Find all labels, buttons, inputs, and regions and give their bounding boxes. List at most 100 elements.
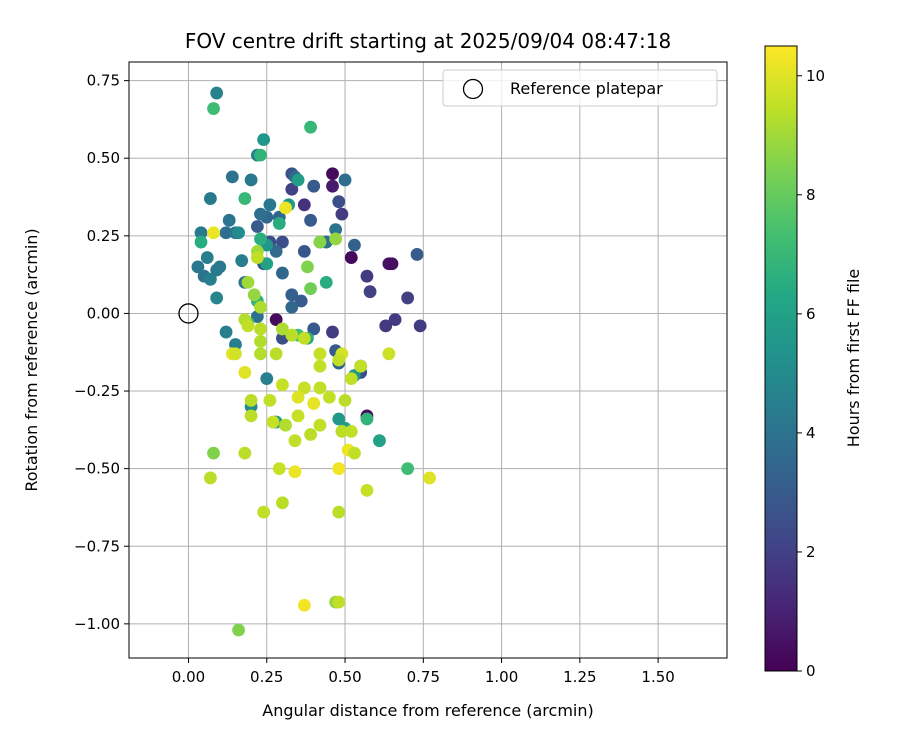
x-tick-label: 1.50 — [641, 668, 674, 686]
data-point — [191, 260, 205, 274]
data-point — [379, 319, 393, 333]
data-point — [344, 251, 358, 264]
x-tick-label: 0.75 — [407, 668, 440, 686]
colorbar-tick-label: 8 — [806, 186, 816, 204]
data-point — [348, 446, 361, 460]
legend-entry: Reference platepar — [510, 79, 663, 98]
x-tick-label: 1.00 — [485, 668, 518, 686]
data-point — [385, 257, 399, 271]
data-point — [238, 192, 252, 205]
data-point — [225, 170, 239, 184]
data-point — [257, 133, 271, 147]
data-point — [247, 288, 261, 302]
data-point — [401, 462, 415, 476]
legend: Reference platepar — [442, 69, 718, 107]
x-tick-label: 0.00 — [172, 668, 205, 686]
data-point — [207, 102, 220, 115]
data-point — [304, 282, 317, 296]
data-point — [263, 198, 277, 212]
data-point — [213, 260, 227, 274]
data-point — [297, 198, 311, 212]
data-point — [263, 393, 277, 407]
data-point — [348, 238, 361, 252]
data-point — [260, 372, 274, 386]
data-point — [313, 381, 327, 395]
data-point — [200, 251, 214, 264]
data-point — [276, 322, 289, 336]
data-point — [285, 328, 299, 342]
chart-title: FOV centre drift starting at 2025/09/04 … — [185, 29, 671, 53]
data-point — [269, 313, 283, 327]
data-point — [288, 434, 302, 448]
y-tick-label: 0.25 — [87, 227, 120, 245]
data-point — [360, 412, 374, 426]
data-point — [363, 285, 377, 299]
data-point — [207, 226, 220, 240]
data-point — [272, 217, 286, 230]
y-axis: 0.75 0.50 0.25 0.00 −0.25 −0.50 −0.75 −1.00 — [74, 72, 129, 633]
data-point — [329, 223, 343, 237]
data-point — [254, 148, 267, 162]
data-point — [413, 319, 427, 333]
data-point — [238, 446, 252, 460]
data-point — [254, 322, 267, 336]
data-point — [326, 325, 339, 339]
data-point — [291, 390, 305, 404]
data-point — [307, 179, 321, 193]
data-point — [235, 254, 249, 268]
data-point — [338, 173, 352, 187]
grid — [129, 62, 727, 658]
colorbar-tick-label: 10 — [806, 67, 825, 85]
data-point — [210, 291, 224, 305]
data-point — [254, 207, 267, 221]
colorbar-tick-label: 6 — [806, 305, 816, 323]
data-point — [344, 372, 358, 386]
data-point — [354, 359, 368, 373]
data-point — [288, 465, 302, 479]
data-point — [241, 275, 255, 289]
data-point — [335, 207, 349, 221]
data-point — [257, 505, 271, 519]
data-point — [285, 288, 299, 302]
data-point — [313, 235, 327, 249]
x-axis-label: Angular distance from reference (arcmin) — [262, 701, 593, 720]
reference-point — [178, 303, 199, 324]
data-point — [388, 313, 402, 327]
data-point — [297, 381, 311, 395]
data-point — [291, 409, 305, 423]
data-point — [285, 182, 299, 196]
data-point — [332, 195, 346, 209]
data-point — [297, 598, 311, 612]
y-tick-label: −0.25 — [74, 382, 120, 400]
data-point — [254, 347, 267, 361]
data-point — [322, 390, 336, 404]
y-tick-label: −0.75 — [74, 537, 120, 555]
data-point — [313, 359, 327, 373]
data-point — [335, 424, 349, 438]
plot-frame — [128, 61, 728, 659]
x-tick-label: 0.50 — [328, 668, 361, 686]
data-point — [232, 226, 245, 240]
legend-box — [442, 69, 718, 107]
data-point — [194, 235, 208, 249]
data-point — [222, 213, 236, 227]
data-point — [238, 366, 252, 379]
data-point — [373, 434, 386, 448]
colorbar-gradient — [764, 45, 798, 672]
data-point — [210, 86, 224, 100]
colorbar-tick-label: 2 — [806, 543, 816, 561]
y-tick-label: 0.50 — [87, 149, 120, 167]
data-point — [279, 201, 292, 215]
data-point — [229, 347, 242, 361]
colorbar: 0 2 4 6 8 10 Hours from first FF file — [764, 45, 863, 680]
colorbar-ticks: 0 2 4 6 8 10 — [797, 67, 825, 680]
y-tick-label: 0.00 — [87, 304, 120, 322]
data-point — [254, 232, 267, 246]
data-point — [207, 446, 220, 460]
x-tick-label: 0.25 — [250, 668, 283, 686]
data-point — [304, 120, 317, 134]
data-point — [285, 300, 299, 314]
legend-marker-icon — [462, 78, 484, 100]
data-point — [250, 251, 264, 264]
